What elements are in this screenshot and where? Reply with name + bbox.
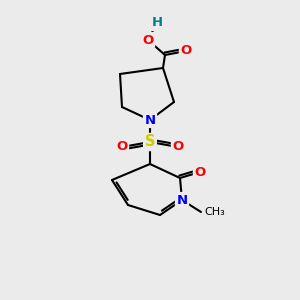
- Text: O: O: [172, 140, 184, 154]
- Text: H: H: [152, 16, 163, 29]
- Text: O: O: [180, 44, 192, 58]
- Text: N: N: [144, 113, 156, 127]
- Text: N: N: [176, 194, 188, 206]
- Text: CH₃: CH₃: [204, 207, 225, 217]
- Text: S: S: [145, 134, 155, 149]
- Text: O: O: [194, 166, 206, 178]
- Text: O: O: [142, 34, 154, 46]
- Text: O: O: [116, 140, 128, 154]
